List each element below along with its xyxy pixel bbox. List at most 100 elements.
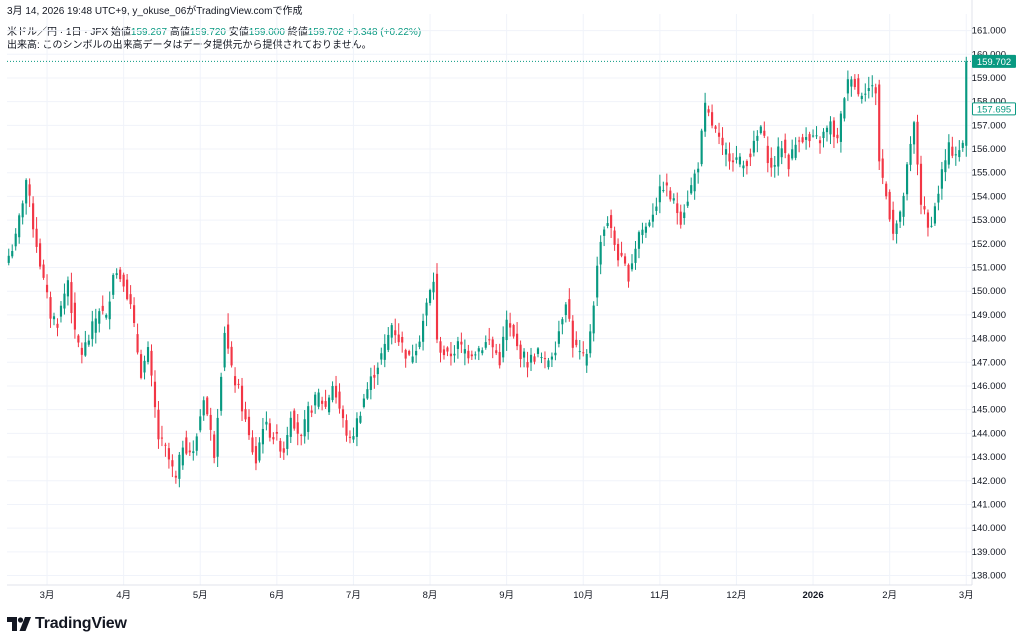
candle-up (759, 126, 762, 134)
candle-down (126, 279, 129, 300)
candle-up (352, 436, 355, 440)
candle-up (724, 149, 728, 155)
candle-down (310, 410, 313, 413)
candle-down (766, 145, 769, 164)
candle-down (857, 78, 860, 95)
candle-down (623, 256, 627, 264)
candle-down (56, 323, 59, 328)
candle-down (32, 203, 35, 230)
candle-down (498, 351, 501, 366)
candle-up (937, 193, 940, 203)
symbol-label[interactable]: 米ドル／円 · 1日 · JFX (7, 27, 109, 38)
candle-up (773, 165, 776, 167)
candle-down (188, 450, 191, 453)
price-tick-label: 146.000 (972, 381, 1006, 392)
price-tick-label: 150.000 (972, 286, 1006, 297)
candle-down (745, 161, 748, 167)
candle-down (679, 211, 682, 225)
candle-up (846, 79, 849, 94)
price-tick-label: 143.000 (972, 452, 1006, 463)
candle-up (589, 331, 592, 354)
candle-up (21, 203, 24, 218)
open-value: 159.267 (130, 27, 168, 38)
candle-up (700, 130, 703, 165)
candle-up (550, 356, 553, 360)
candle-down (892, 209, 895, 234)
candle-up (864, 93, 867, 95)
candle-up (428, 290, 432, 304)
candle-up (606, 223, 609, 226)
candle-up (752, 140, 755, 153)
snapshot-meta: 3月 14, 2026 19:48 UTC+9, y_okuse_06がTrad… (7, 2, 302, 17)
candle-down (446, 347, 449, 352)
candle-up (850, 79, 853, 87)
time-tick-label: 9月 (499, 590, 514, 601)
candle-down (801, 137, 804, 143)
candle-down (885, 183, 888, 197)
candle-down (610, 215, 613, 229)
candle-down (512, 325, 515, 337)
candle-up (286, 435, 289, 449)
candle-up (98, 311, 101, 324)
candle-down (575, 339, 578, 346)
candle-up (216, 417, 219, 457)
candle-up (658, 186, 661, 203)
candle-down (749, 153, 752, 158)
candle-up (637, 232, 641, 249)
time-tick-label: 5月 (193, 590, 208, 601)
candle-up (561, 319, 564, 325)
price-tick-label: 145.000 (972, 405, 1006, 416)
candle-down (153, 381, 157, 408)
candle-up (223, 332, 226, 368)
candle-up (822, 131, 825, 139)
candle-down (150, 350, 153, 376)
price-tick-label: 144.000 (972, 428, 1006, 439)
candle-up (940, 169, 943, 189)
candle-down (616, 243, 620, 261)
candle-up (905, 164, 909, 195)
candle-up (829, 121, 832, 135)
candle-down (770, 157, 773, 168)
candle-up (258, 442, 261, 461)
candle-down (139, 354, 143, 378)
price-tick-label: 147.000 (972, 357, 1006, 368)
price-tick-label: 161.000 (972, 26, 1006, 37)
candle-down (272, 437, 275, 440)
candle-down (509, 323, 512, 328)
candle-up (662, 190, 665, 192)
candle-down (122, 274, 125, 287)
candle-down (818, 140, 822, 144)
candle-down (439, 341, 442, 353)
candle-up (94, 318, 97, 333)
meta-separator: , (126, 6, 133, 17)
time-tick-label: 3月 (959, 590, 974, 601)
candle-down (470, 354, 473, 357)
candle-up (18, 215, 21, 238)
candle-up (958, 150, 961, 158)
candle-down (394, 330, 397, 336)
candle-down (293, 410, 296, 429)
low-value: 159.000 (248, 27, 285, 38)
candle-down (721, 137, 724, 146)
low-label: 安値 (228, 27, 249, 38)
candle-up (87, 340, 90, 345)
candle-up (690, 185, 693, 194)
candle-down (923, 206, 926, 210)
candle-down (334, 385, 338, 398)
close-value: 159.702 (307, 27, 344, 38)
price-tick-label: 151.000 (972, 263, 1006, 274)
candle-down (77, 335, 80, 343)
candle-down (404, 350, 407, 359)
candle-up (686, 201, 689, 206)
candle-up (954, 154, 957, 156)
price-tick-label: 149.000 (972, 310, 1006, 321)
candle-down (620, 252, 623, 256)
candle-up (91, 321, 94, 340)
candle-up (432, 281, 435, 293)
candle-up (843, 98, 846, 119)
candle-up (965, 61, 968, 146)
candle-up (564, 304, 567, 316)
time-tick-label: 8月 (423, 590, 438, 601)
tradingview-logo[interactable]: TradingView (7, 613, 127, 635)
